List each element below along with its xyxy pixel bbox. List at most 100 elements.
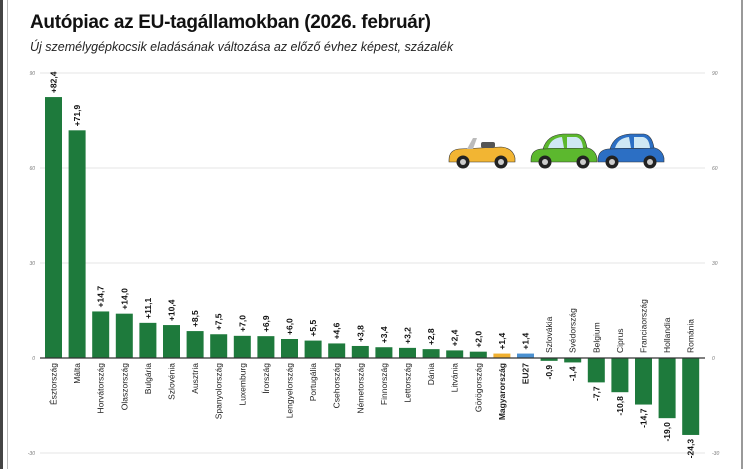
bar-Litvánia [446, 350, 464, 358]
value-label: -10,8 [615, 396, 625, 416]
y-tick-label-left: -30 [28, 451, 35, 457]
value-label: +2,8 [426, 328, 436, 345]
category-label: Ciprus [615, 328, 625, 353]
y-tick-label-right: -30 [712, 451, 719, 457]
value-label: +5,5 [308, 320, 318, 337]
bar-Magyarország [493, 353, 511, 358]
value-label: -0,9 [544, 365, 554, 380]
value-label: +71,9 [72, 105, 82, 127]
value-label: +7,0 [237, 315, 247, 332]
value-label: -14,7 [639, 408, 649, 428]
chart-subtitle: Új személygépkocsik eladásának változása… [30, 40, 454, 54]
value-label: +14,0 [119, 288, 129, 310]
bar-Németország [351, 345, 369, 358]
category-label: Lengyelország [285, 363, 295, 419]
category-label: Csehország [332, 363, 342, 409]
y-tick-label-left: 30 [29, 261, 35, 267]
bar-Bulgária [139, 322, 157, 358]
bar-Olaszország [115, 313, 133, 358]
category-label: Portugália [308, 363, 318, 402]
bar-Luxemburg [233, 335, 251, 358]
category-label: Németország [355, 363, 365, 414]
y-tick-label-left: 90 [29, 71, 35, 77]
value-label: +82,4 [49, 71, 59, 93]
value-label: +3,8 [355, 325, 365, 342]
bar-Románia [682, 358, 700, 435]
blue-car-icon [597, 133, 665, 169]
value-label: -1,4 [568, 366, 578, 381]
value-label: +6,0 [285, 318, 295, 335]
value-label: -24,3 [686, 439, 696, 459]
bar-Szlovénia [163, 325, 180, 358]
value-label: +4,6 [332, 322, 342, 339]
value-label: +1,4 [521, 333, 531, 350]
y-tick-label-right: 60 [712, 166, 718, 172]
bar-Horvátország [92, 311, 110, 358]
category-label: Svédország [568, 308, 578, 353]
category-label: Írország [261, 363, 271, 394]
value-label: +10,4 [167, 299, 177, 321]
value-label: +8,5 [190, 310, 200, 327]
category-label: EU27 [521, 363, 531, 385]
bar-Svédország [564, 358, 582, 363]
category-label: Málta [72, 363, 82, 384]
category-label: Luxemburg [237, 363, 247, 406]
category-label: Hollandia [662, 317, 672, 353]
bar-Csehország [328, 343, 346, 358]
yellow-convertible-car-icon [448, 138, 516, 169]
category-label: Észtország [49, 363, 59, 405]
bar-Lettország [399, 347, 416, 358]
bar-Hollandia [658, 358, 676, 419]
bar-Ausztria [186, 331, 204, 358]
bar-Málta [68, 130, 86, 358]
category-label: Franciaország [639, 299, 649, 353]
category-label: Litvánia [450, 363, 460, 393]
bar-Görögország [469, 351, 487, 358]
bar-Észtország [45, 97, 62, 359]
bar-Finnország [375, 347, 393, 358]
value-label: +7,5 [214, 313, 224, 330]
bar-Szlovákia [540, 358, 558, 361]
y-tick-label-right: 0 [712, 356, 715, 362]
y-tick-label-right: 30 [712, 261, 718, 267]
y-tick-label-right: 90 [712, 71, 718, 77]
bar-Írország [257, 336, 275, 358]
bar-Dánia [422, 349, 440, 358]
value-label: -19,0 [662, 422, 672, 442]
category-label: Szlovákia [544, 316, 554, 353]
frame-border-left [0, 0, 3, 469]
category-label: Szlovénia [167, 363, 177, 400]
category-label: Ausztria [190, 363, 200, 394]
bar-Spanyolország [210, 334, 228, 358]
category-label: Belgium [591, 322, 601, 353]
value-label: +14,7 [96, 286, 106, 308]
bar-Portugália [304, 340, 322, 358]
frame-border-left-inner [7, 0, 8, 469]
category-label: Horvátország [96, 363, 106, 414]
category-label: Olaszország [119, 363, 129, 411]
category-label: Görögország [473, 363, 483, 412]
category-label: Románia [686, 319, 696, 353]
bar-Franciaország [635, 358, 652, 405]
category-label: Spanyolország [214, 363, 224, 420]
category-label: Dánia [426, 363, 436, 385]
value-label: +6,9 [261, 315, 271, 332]
category-label: Bulgária [143, 363, 153, 394]
y-tick-label-left: 60 [29, 166, 35, 172]
frame-border-right [741, 0, 743, 469]
bar-Lengyelország [281, 339, 298, 358]
value-label: +3,2 [403, 327, 413, 344]
y-tick-label-left: 0 [32, 356, 35, 362]
green-car-icon [530, 133, 598, 169]
value-label: +2,0 [473, 331, 483, 348]
bar-EU27 [517, 353, 534, 358]
category-label: Magyarország [497, 363, 507, 420]
value-label: +11,1 [143, 298, 153, 319]
chart-title: Autópiac az EU-tagállamokban (2026. febr… [30, 12, 431, 33]
value-label: -7,7 [591, 386, 601, 401]
value-label: +3,4 [379, 326, 389, 343]
category-label: Finnország [379, 363, 389, 405]
value-label: +1,4 [497, 333, 507, 350]
value-label: +2,4 [450, 329, 460, 346]
